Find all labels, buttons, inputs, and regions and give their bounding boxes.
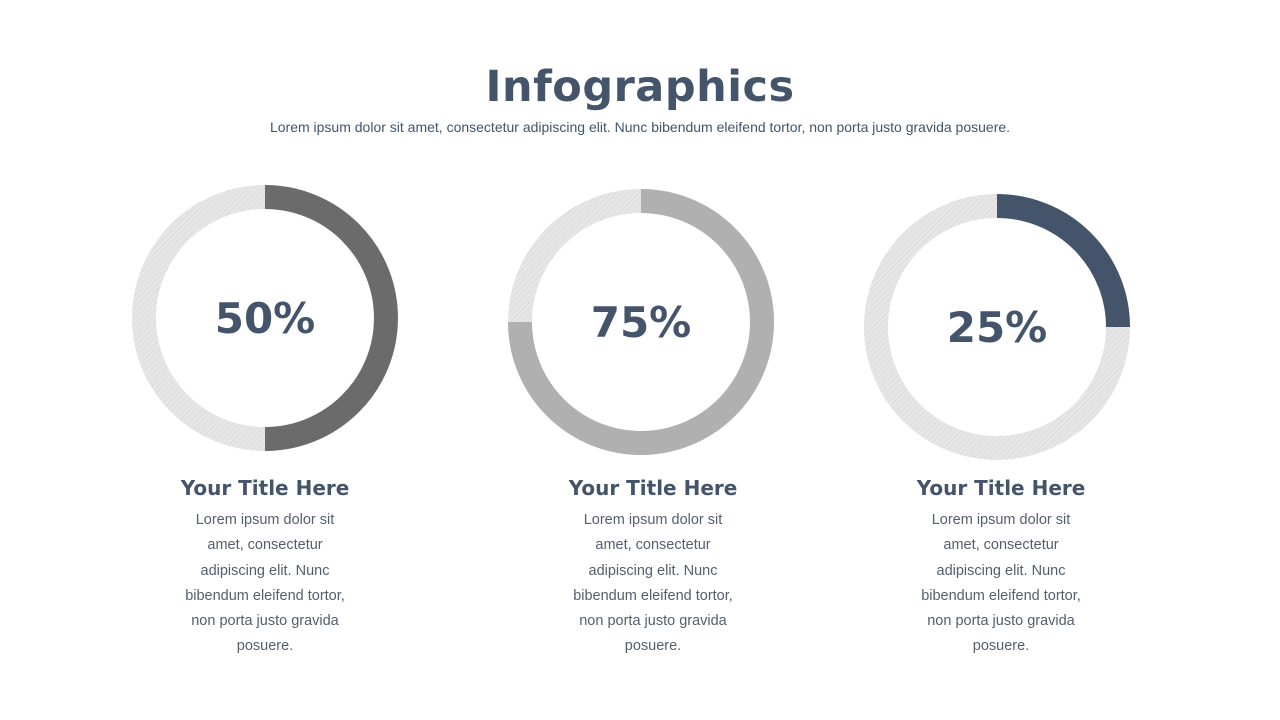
ring-percent-label: 75% (591, 298, 692, 347)
item-title: Your Title Here (568, 476, 738, 500)
progress-ring-1: 50% (132, 185, 398, 451)
item-text: Lorem ipsum dolor sit amet, consectetur … (921, 512, 1081, 655)
ring-fill-arc (996, 194, 1130, 328)
page-subtitle: Lorem ipsum dolor sit amet, consectetur … (269, 119, 1011, 135)
progress-ring-3: 25% (864, 194, 1130, 460)
item-text: Lorem ipsum dolor sit amet, consectetur … (573, 512, 733, 655)
item-title: Your Title Here (180, 476, 350, 500)
progress-ring-2: 75% (508, 189, 774, 455)
item-card-3: Your Title Here Lorem ipsum dolor sit am… (881, 474, 1121, 660)
ring-percent-label: 50% (215, 294, 316, 343)
page-title: Infographics (485, 62, 795, 112)
ring-fill-arc (508, 189, 774, 455)
item-title: Your Title Here (916, 476, 1086, 500)
ring-percent-label: 25% (947, 303, 1048, 352)
item-text: Lorem ipsum dolor sit amet, consectetur … (185, 512, 345, 655)
item-card-1: Your Title Here Lorem ipsum dolor sit am… (145, 474, 385, 660)
item-card-2: Your Title Here Lorem ipsum dolor sit am… (533, 474, 773, 660)
ring-fill-arc (264, 185, 398, 451)
